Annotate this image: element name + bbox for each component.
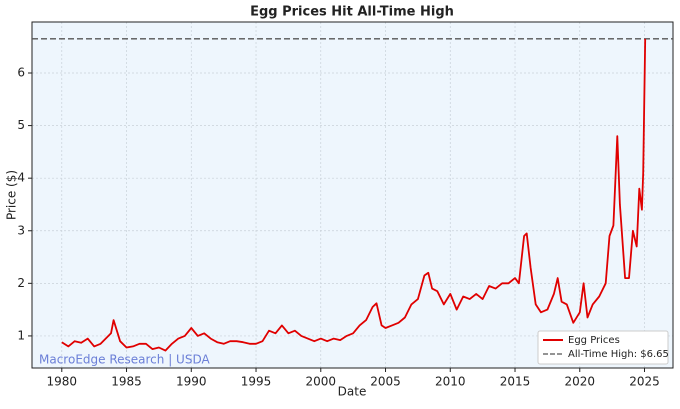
chart-title: Egg Prices Hit All-Time High (250, 5, 454, 20)
plot-area (32, 22, 673, 368)
plot-frame (31, 21, 674, 369)
y-tick-label: 5 (17, 118, 25, 132)
legend-label: Egg Prices (568, 335, 620, 346)
x-tick-label: 1990 (176, 375, 207, 389)
y-tick-label: 2 (17, 276, 25, 290)
x-tick-label: 2010 (435, 375, 466, 389)
y-tick-label: 1 (17, 328, 25, 342)
x-tick-label: 2015 (500, 375, 531, 389)
legend-box (537, 330, 669, 365)
annotation: MacroEdge Research | USDA (39, 353, 210, 367)
x-tick-label: 1995 (241, 375, 272, 389)
x-tick-label: 2005 (370, 375, 401, 389)
line-series (61, 38, 647, 352)
y-axis-label: Price ($) (5, 170, 19, 220)
x-tick-label: 1980 (47, 375, 78, 389)
legend-label: All-Time High: $6.65 (568, 349, 669, 360)
x-tick-label: 2020 (564, 375, 595, 389)
x-tick-label: 2000 (306, 375, 337, 389)
y-tick-label: 6 (17, 66, 25, 80)
x-tick-label: 2025 (629, 375, 660, 389)
y-tick-label: 4 (17, 171, 25, 185)
x-axis-label: Date (338, 385, 367, 399)
x-tick-label: 1985 (111, 375, 142, 389)
y-tick-label: 3 (17, 223, 25, 237)
